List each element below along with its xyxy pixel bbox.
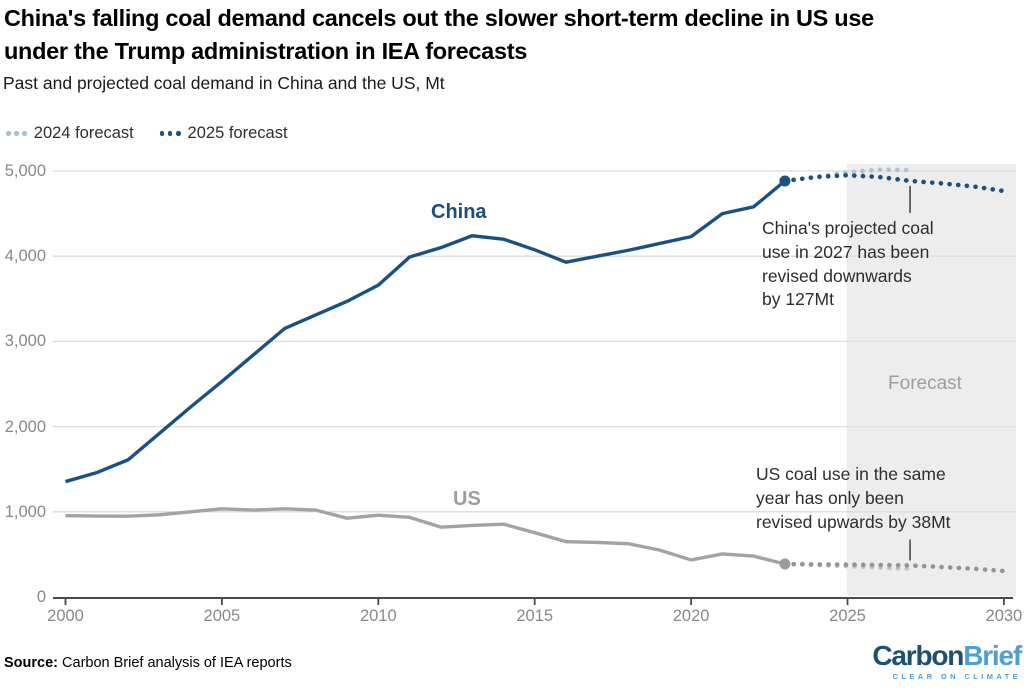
series-line-china [65, 179, 787, 484]
series-label-china: China [431, 201, 487, 223]
source-label: Source: [4, 655, 58, 671]
end-marker-us [779, 558, 791, 570]
x-axis-label: 2030 [985, 607, 1023, 625]
series-label-us: US [453, 488, 481, 510]
page-title-line1: China's falling coal demand cancels out … [4, 5, 874, 31]
logo-brief: Brief [963, 640, 1022, 671]
logo-tagline: CLEAR ON CLIMATE [892, 672, 1021, 681]
chart-subtitle: Past and projected coal demand in China … [3, 73, 445, 93]
logo-carbon: Carbon [872, 640, 964, 671]
dotted-line-icon [6, 131, 27, 136]
series-line-us [65, 507, 786, 566]
x-axis-label: 2025 [829, 607, 866, 625]
legend-item-label: 2024 forecast [33, 124, 134, 142]
annotation-china-revision: China's projected coal use in 2027 has b… [762, 218, 934, 310]
series-line-china-2024-forecast [782, 167, 913, 184]
source-note: Source: Carbon Brief analysis of IEA rep… [4, 655, 292, 671]
x-axis-label: 2005 [203, 607, 241, 625]
logo-wordmark: CarbonBrief [872, 640, 1022, 671]
page-title: China's falling coal demand cancels out … [4, 2, 1018, 68]
forecast-region-label: Forecast [888, 373, 962, 394]
x-axis-label: 2020 [672, 607, 710, 625]
x-axis-label: 2015 [516, 607, 554, 625]
source-text: Carbon Brief analysis of IEA reports [58, 655, 292, 671]
annotation-us-revision: US coal use in the same year has only be… [756, 464, 951, 532]
y-axis-label: 4,000 [4, 247, 46, 266]
y-axis-label: 2,000 [4, 417, 46, 436]
legend-item-label: 2025 forecast [187, 124, 288, 142]
legend-item-2025-forecast: 2025 forecast [159, 124, 288, 143]
dotted-line-icon [159, 131, 181, 136]
series-line-us-2025-forecast [782, 561, 1007, 574]
forecast-band [846, 164, 1016, 596]
y-axis-label: 5,000 [4, 162, 46, 180]
series-line-china-2025-forecast [782, 172, 1007, 194]
y-axis-label: 0 [36, 588, 46, 606]
x-axis-label: 2000 [47, 607, 84, 625]
page-title-line2: under the Trump administration in IEA fo… [4, 38, 528, 64]
chart-legend: 2024 forecast 2025 forecast [6, 124, 288, 143]
y-axis-label: 1,000 [4, 502, 46, 521]
legend-item-2024-forecast: 2024 forecast [6, 124, 134, 143]
y-axis-label: 3,000 [4, 332, 46, 351]
x-axis-label: 2010 [359, 607, 397, 625]
end-marker-china [779, 175, 791, 187]
carbonbrief-logo: CarbonBrief CLEAR ON CLIMATE [872, 640, 1022, 681]
